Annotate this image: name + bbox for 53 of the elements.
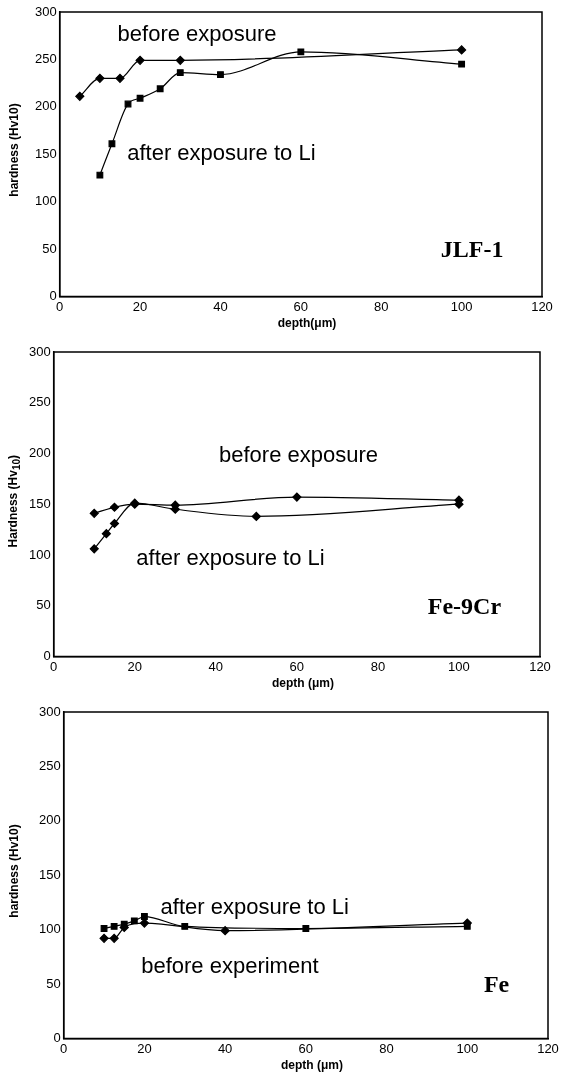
y-tick-label: 0: [53, 1029, 61, 1045]
x-tick-label: 20: [137, 1040, 152, 1056]
x-tick-label: 60: [298, 1040, 314, 1056]
y-tick-label: 200: [28, 445, 51, 461]
y-tick-label: 0: [43, 647, 51, 663]
series-label: before experiment: [141, 952, 319, 978]
x-axis-title: depth (μm): [271, 676, 335, 690]
x-tick-label: 100: [448, 658, 470, 674]
y-tick-label: 50: [46, 975, 61, 991]
x-tick-label: 120: [529, 658, 551, 674]
x-tick-label: 40: [217, 1040, 233, 1056]
y-tick-label: 50: [36, 597, 51, 613]
series-label: after exposure to Li: [160, 893, 349, 919]
x-tick-label: 60: [293, 298, 309, 314]
y-tick-label: 300: [28, 343, 51, 359]
series-label: after exposure to Li: [136, 545, 325, 571]
y-tick-label: 200: [38, 812, 61, 828]
y-tick-label: 100: [38, 921, 61, 937]
x-tick-label: 80: [374, 298, 389, 314]
x-tick-label: 100: [456, 1040, 479, 1056]
series-label: after exposure to Li: [127, 140, 316, 166]
y-tick-label: 150: [34, 145, 57, 161]
series-label: before exposure: [117, 20, 277, 46]
annotation: Fe-9Cr: [427, 592, 502, 619]
x-tick-label: 40: [208, 658, 224, 674]
y-tick-label: 300: [38, 703, 61, 719]
y-tick-label: 200: [34, 98, 57, 114]
x-tick-label: 120: [531, 298, 553, 314]
y-tick-label: 100: [34, 193, 57, 209]
annotation: JLF-1: [440, 236, 504, 263]
y-tick-label: 0: [49, 287, 57, 303]
y-axis-title: hardness (Hv10): [7, 823, 21, 920]
annotation: Fe: [483, 971, 510, 998]
y-tick-label: 250: [38, 757, 61, 773]
x-tick-label: 100: [450, 298, 473, 314]
y-tick-label: 300: [34, 3, 57, 19]
x-tick-label: 20: [132, 298, 148, 314]
x-axis-title: depth (μm): [280, 1058, 344, 1072]
y-tick-label: 150: [28, 495, 51, 511]
x-axis-title: depth(μm): [276, 316, 338, 330]
y-axis-title: hardness (Hv10): [7, 102, 21, 199]
x-tick-label: 80: [379, 1040, 394, 1056]
y-tick-label: 50: [42, 240, 57, 256]
x-tick-label: 60: [289, 658, 305, 674]
x-tick-label: 120: [537, 1040, 559, 1056]
series-label: before exposure: [219, 441, 379, 467]
x-tick-label: 20: [127, 658, 142, 674]
y-tick-label: 250: [28, 394, 51, 410]
y-tick-label: 100: [28, 546, 51, 562]
y-tick-label: 250: [34, 50, 57, 66]
x-tick-label: 80: [370, 658, 386, 674]
y-tick-label: 150: [38, 866, 61, 882]
x-tick-label: 40: [213, 298, 228, 314]
